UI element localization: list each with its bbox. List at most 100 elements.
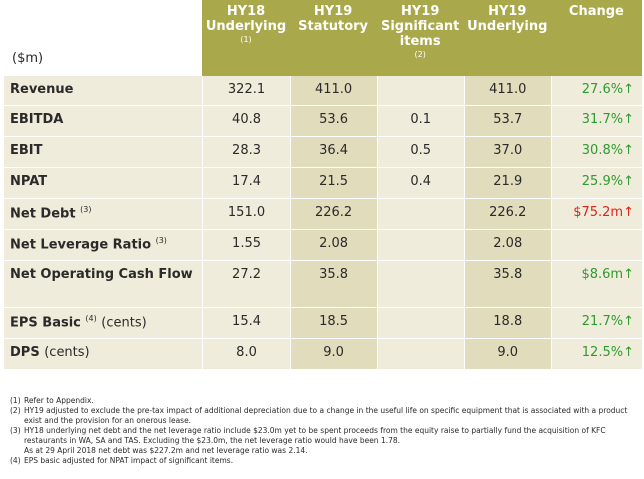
row-label: EPS Basic xyxy=(10,315,81,331)
cell-change: 31.7%↑ xyxy=(550,106,642,137)
row-label-cell: Revenue xyxy=(4,76,203,106)
change-value: 27.6% xyxy=(581,82,624,97)
cell-change: 21.7%↑ xyxy=(550,308,642,339)
cell-hy19-significant-items: 0.5 xyxy=(376,137,464,168)
col-header-hy19-underlying: HY19 Underlying xyxy=(463,0,551,76)
row-label: Net Debt xyxy=(10,206,76,222)
table-row: DPS (cents) 8.0 9.0 9.0 12.5%↑ xyxy=(4,339,642,370)
row-unit: (cents) xyxy=(44,345,90,360)
footnote-mark: (4) xyxy=(10,456,21,465)
header-row: ($m) HY18 Underlying (1) HY19 Statutory HY1… xyxy=(4,0,642,76)
up-arrow-icon: ↑ xyxy=(623,82,634,97)
up-arrow-icon: ↑ xyxy=(623,143,634,158)
cell-hy19-underlying: 9.0 xyxy=(463,339,551,370)
cell-hy19-underlying: 21.9 xyxy=(463,168,551,199)
cell-hy19-significant-items xyxy=(376,76,464,106)
row-label: DPS xyxy=(10,345,40,360)
row-label-cell: DPS (cents) xyxy=(4,339,203,370)
row-label: EBIT xyxy=(10,143,43,158)
cell-hy19-statutory: 226.2 xyxy=(289,199,377,230)
col-header-title: HY19 Underlying xyxy=(467,4,548,34)
row-label-cell: EPS Basic (4) (cents) xyxy=(4,308,203,339)
footnotes: (1) Refer to Appendix. (2) HY19 adjusted to… xyxy=(10,396,638,466)
col-header-hy18-underlying: HY18 Underlying (1) xyxy=(202,0,290,76)
cell-hy19-underlying: 35.8 xyxy=(463,261,551,308)
row-unit: (cents) xyxy=(101,315,147,331)
table-row: EBITDA 40.8 53.6 0.1 53.7 31.7%↑ xyxy=(4,106,642,137)
cell-hy19-statutory: 411.0 xyxy=(289,76,377,106)
up-arrow-icon: ↑ xyxy=(623,267,634,282)
cell-hy18-underlying: 15.4 xyxy=(202,308,290,339)
row-label-cell: Net Operating Cash Flow xyxy=(4,261,203,308)
cell-hy19-underlying: 18.8 xyxy=(463,308,551,339)
table-row: EBIT 28.3 36.4 0.5 37.0 30.8%↑ xyxy=(4,137,642,168)
row-footnote-ref: (3) xyxy=(80,205,92,214)
up-arrow-icon: ↑ xyxy=(623,345,634,360)
footnote-text: HY19 adjusted to exclude the pre-tax imp… xyxy=(24,406,628,425)
row-label-cell: EBIT xyxy=(4,137,203,168)
table-row: Net Operating Cash Flow 27.2 35.8 35.8 $8.6m… xyxy=(4,261,642,308)
footnote-text: Refer to Appendix. xyxy=(24,396,94,405)
row-label-cell: Net Leverage Ratio (3) xyxy=(4,230,203,261)
footnote-text: EPS basic adjusted for NPAT impact of si… xyxy=(24,456,234,465)
footnote-item: (3) HY18 underlying net debt and the net … xyxy=(10,426,638,456)
cell-hy19-significant-items xyxy=(376,339,464,370)
cell-change xyxy=(550,230,642,261)
up-arrow-icon: ↑ xyxy=(623,205,634,220)
table-row: EPS Basic (4) (cents) 15.4 18.5 18.8 21.7%↑ xyxy=(4,308,642,339)
change-value: 31.7% xyxy=(581,112,624,127)
cell-hy19-statutory: 53.6 xyxy=(289,106,377,137)
cell-hy18-underlying: 17.4 xyxy=(202,168,290,199)
row-label-cell: EBITDA xyxy=(4,106,203,137)
footnote-continuation: As at 29 April 2018 net debt was $227.2m… xyxy=(24,446,308,455)
change-value: $75.2m xyxy=(573,205,624,220)
change-value: 21.7% xyxy=(581,314,624,329)
col-header-hy19-significant-items: HY19 Significant items (2) xyxy=(376,0,464,76)
row-label: EBITDA xyxy=(10,112,64,127)
cell-hy18-underlying: 28.3 xyxy=(202,137,290,168)
row-label: Net Leverage Ratio xyxy=(10,237,152,253)
table-row: Net Leverage Ratio (3) 1.55 2.08 2.08 xyxy=(4,230,642,261)
footnote-mark: (1) xyxy=(10,396,21,405)
col-header-title: Change xyxy=(568,4,624,19)
cell-change: 25.9%↑ xyxy=(550,168,642,199)
cell-hy19-statutory: 2.08 xyxy=(289,230,377,261)
col-header-title: HY19 Statutory xyxy=(298,4,369,34)
cell-hy18-underlying: 1.55 xyxy=(202,230,290,261)
row-label: Revenue xyxy=(10,82,74,97)
up-arrow-icon: ↑ xyxy=(623,314,634,329)
row-label: Net Operating Cash Flow xyxy=(10,267,193,282)
cell-change: 30.8%↑ xyxy=(550,137,642,168)
cell-hy19-underlying: 2.08 xyxy=(463,230,551,261)
footnote-mark: (2) xyxy=(10,406,21,415)
change-value: $8.6m xyxy=(581,267,624,282)
footnote-item: (1) Refer to Appendix. xyxy=(10,396,638,406)
financial-table: ($m) HY18 Underlying (1) HY19 Statutory HY1… xyxy=(4,0,642,370)
table-row: Revenue 322.1 411.0 411.0 27.6%↑ xyxy=(4,76,642,106)
cell-hy18-underlying: 40.8 xyxy=(202,106,290,137)
cell-change: $75.2m↑ xyxy=(550,199,642,230)
units-header: ($m) xyxy=(4,0,203,76)
col-header-footnote-ref: (2) xyxy=(414,50,426,59)
cell-hy18-underlying: 322.1 xyxy=(202,76,290,106)
cell-hy19-underlying: 53.7 xyxy=(463,106,551,137)
units-label: ($m) xyxy=(12,51,44,66)
cell-hy19-statutory: 35.8 xyxy=(289,261,377,308)
cell-hy19-statutory: 21.5 xyxy=(289,168,377,199)
cell-change: 12.5%↑ xyxy=(550,339,642,370)
row-label: NPAT xyxy=(10,174,48,189)
cell-hy18-underlying: 27.2 xyxy=(202,261,290,308)
change-value: 12.5% xyxy=(581,345,624,360)
cell-hy19-statutory: 18.5 xyxy=(289,308,377,339)
cell-change: 27.6%↑ xyxy=(550,76,642,106)
footnote-text: HY18 underlying net debt and the net lev… xyxy=(24,426,606,445)
footnote-mark: (3) xyxy=(10,426,21,435)
col-header-footnote-ref: (1) xyxy=(240,35,252,44)
cell-hy19-significant-items xyxy=(376,199,464,230)
row-footnote-ref: (4) xyxy=(85,314,97,323)
table-row: Net Debt (3) 151.0 226.2 226.2 $75.2m↑ xyxy=(4,199,642,230)
cell-hy19-significant-items xyxy=(376,230,464,261)
footnote-item: (2) HY19 adjusted to exclude the pre-tax … xyxy=(10,406,638,426)
col-header-title: HY19 Significant items xyxy=(380,4,460,49)
cell-hy19-significant-items xyxy=(376,261,464,308)
